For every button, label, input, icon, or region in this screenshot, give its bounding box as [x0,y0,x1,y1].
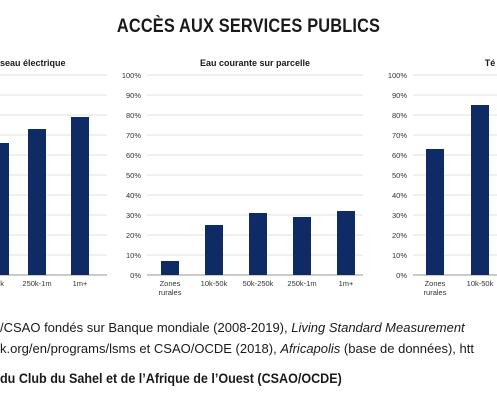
x-tick-label: Zones rurales [424,279,447,297]
bar [71,117,89,275]
source-text: (base de données), htt [340,341,474,356]
y-tick-label: 80% [392,111,407,120]
x-tick-label: 250k-1m [22,279,51,288]
source-text: k.org/en/programs/lsms et CSAO/OCDE (201… [0,341,281,356]
y-tick-label: 40% [126,191,141,200]
y-tick-label: 20% [392,231,407,240]
y-tick-label: 30% [126,211,141,220]
bar [293,217,311,275]
x-tick-label: 50k-250k [243,279,274,288]
y-tick-label: 30% [392,211,407,220]
y-tick-label: 100% [388,71,408,80]
panel-title: Eau courante sur parcelle [200,58,310,68]
panel-title: seau électrique [0,58,66,68]
x-tick-label: 10k-50k [467,279,494,288]
y-tick-label: 0% [130,271,141,280]
source-text: /CSAO fondés sur Banque mondiale (2008-2… [0,320,292,335]
y-tick-label: 70% [126,131,141,140]
source-italic: Africapolis [280,341,341,356]
y-tick-label: 100% [122,71,142,80]
y-tick-label: 60% [126,151,141,160]
bar [471,105,489,275]
y-tick-label: 90% [392,91,407,100]
bar [426,149,444,275]
bar [249,213,267,275]
bar [337,211,355,275]
y-tick-label: 60% [392,151,407,160]
charts-area: seau électrique 0k 250k-1m 1m+ Eau courante … [0,58,497,297]
x-tick-label: 0k [0,279,4,288]
x-tick-label: 1m+ [339,279,354,288]
panel-title: Té [485,58,496,68]
y-tick-label: 10% [392,251,407,260]
x-tick-label: 10k-50k [201,279,228,288]
bar [0,143,9,275]
x-tick-label: 250k-1m [287,279,316,288]
bar [28,129,46,275]
y-tick-label: 20% [126,231,141,240]
source-line-2: k.org/en/programs/lsms et CSAO/OCDE (201… [0,341,474,356]
note: du Club du Sahel et de l’Afrique de l’Ou… [0,371,342,386]
source-line-1: /CSAO fondés sur Banque mondiale (2008-2… [0,320,465,335]
y-tick-label: 90% [126,91,141,100]
bar [161,261,179,275]
source-italic: Living Standard Measurement [291,320,465,335]
x-tick-label: 1m+ [73,279,88,288]
y-tick-label: 50% [392,171,407,180]
y-tick-label: 10% [126,251,141,260]
y-tick-label: 50% [126,171,141,180]
x-tick-label: Zones rurales [159,279,182,297]
page-title: ACCÈS AUX SERVICES PUBLICS [116,16,381,37]
y-tick-label: 70% [392,131,407,140]
y-tick-label: 80% [126,111,141,120]
y-tick-label: 40% [392,191,407,200]
bar [205,225,223,275]
y-tick-label: 0% [396,271,407,280]
